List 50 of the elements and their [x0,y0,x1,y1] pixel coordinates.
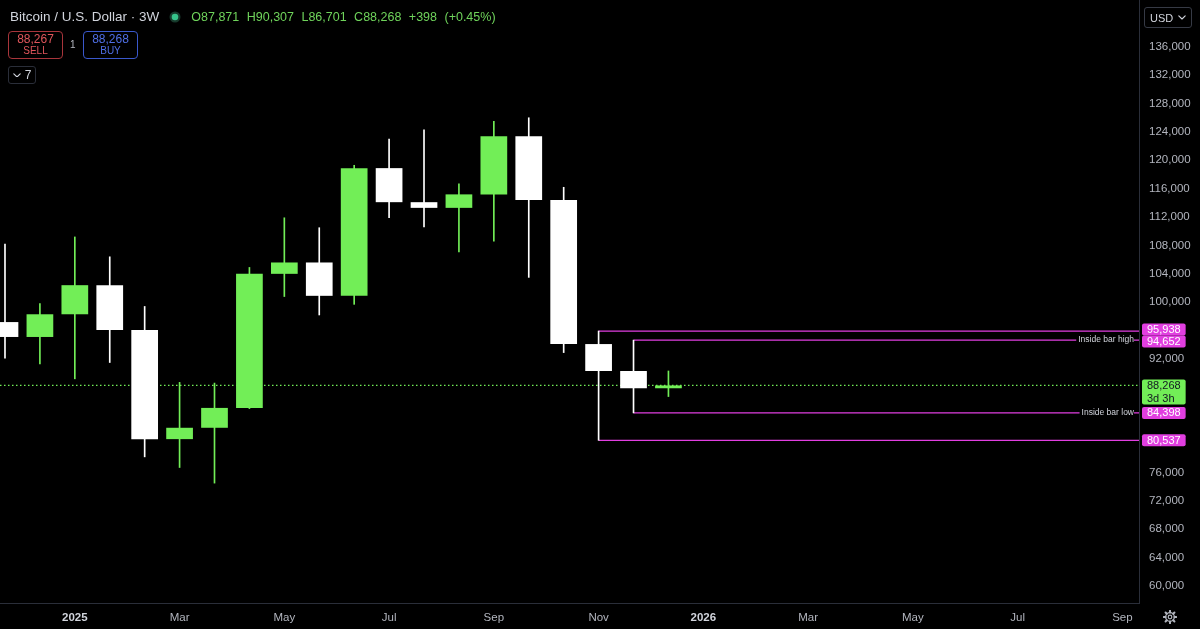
y-tick-label: 72,000 [1149,494,1185,507]
annotation: 88,268 [92,32,129,46]
x-tick-label: Mar [798,611,819,624]
y-tick-label: 120,000 [1149,153,1191,166]
ref-line-label: 3d 3h [1147,391,1175,404]
y-tick-label: 95,938 [1147,323,1181,336]
y-tick-label: 116,000 [1149,181,1190,194]
buy-button: 88,268 BUY [83,31,138,59]
y-tick-label: 128,000 [1149,96,1191,109]
y-tick-label: 136,000 [1149,39,1191,52]
candlestick [410,129,438,228]
y-tick-label: 68,000 [1149,522,1185,535]
y-tick-label: 84,398 [1147,406,1181,419]
x-tick-label: Sep [1112,611,1133,624]
text: Bitcoin / U.S. Dollar · 3W [10,9,160,24]
y-tick-label: 112,000 [1149,210,1190,223]
y-tick-label: 108,000 [1149,238,1191,251]
y-tick-label: 100,000 [1149,295,1191,308]
ref-line-label: Inside bar high [1078,334,1135,345]
y-tick-label: 124,000 [1149,125,1191,138]
y-tick-label: 94,652 [1147,335,1181,348]
toggle-button: 7 [8,66,36,84]
x-tick-label: 2025 [62,611,89,624]
annotation: 1 [70,39,76,50]
annotation: BUY [100,45,121,57]
annotation: SELL [23,45,48,57]
candlestick [61,236,89,380]
dropdown: USD [1144,7,1192,28]
x-tick-label: Nov [588,611,610,624]
ref-line-label: Inside bar low [1081,407,1135,418]
sell-button: 88,267 SELL [8,31,63,59]
y-tick-label: 104,000 [1149,267,1191,279]
x-tick-label: Jul [1010,611,1025,624]
y-tick-label: 64,000 [1149,550,1185,563]
y-tick-label: 132,000 [1149,68,1191,81]
x-tick-label: May [902,611,924,624]
y-tick-label: 60,000 [1149,579,1185,592]
x-tick-label: Sep [483,611,505,624]
annotation: 7 [24,68,32,82]
x-tick-label: Mar [169,611,190,624]
x-tick-label: Jul [381,611,397,624]
text: O87,871 H90,307 L86,701 C88,268 +398 (+0.45%) [191,9,496,24]
y-tick-label: 92,000 [1149,352,1185,365]
y-tick-label: 88,268 [1147,378,1181,391]
y-tick-label: 80,537 [1147,433,1181,446]
candlestick [445,183,473,253]
x-tick-label: May [273,611,296,624]
y-tick-label: 76,000 [1149,465,1185,478]
annotation: 88,267 [17,32,54,46]
x-tick-label: 2026 [690,611,717,624]
